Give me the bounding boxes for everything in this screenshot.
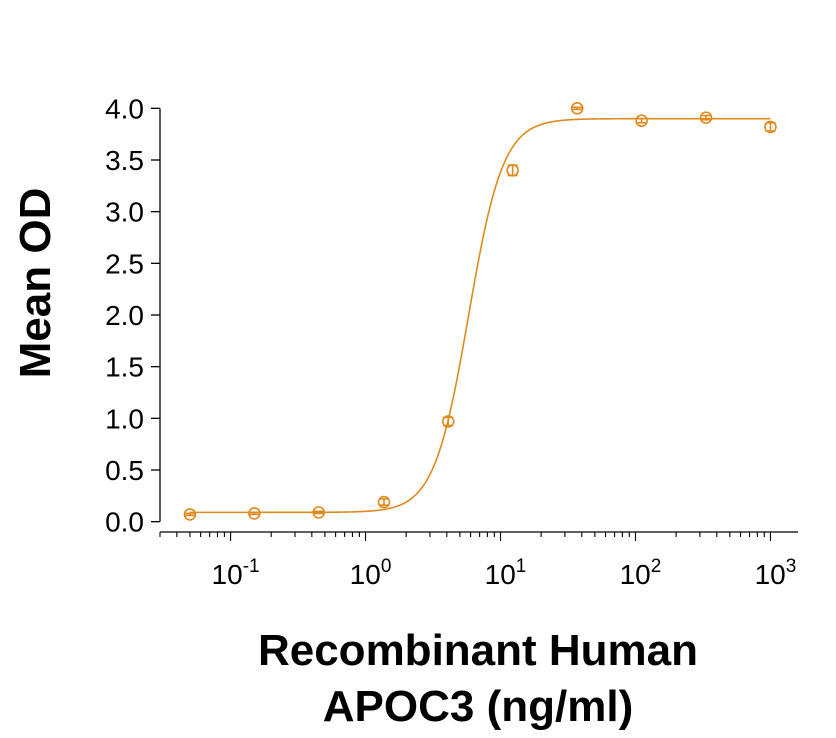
y-tick-label: 2.5	[105, 248, 144, 279]
data-point	[764, 120, 777, 134]
y-tick-label: 1.0	[105, 403, 144, 434]
data-point	[183, 508, 197, 521]
x-tick-base: 10	[755, 559, 786, 590]
data-point	[699, 111, 713, 124]
x-tick-exponent: 1	[516, 556, 527, 577]
data-point	[377, 495, 391, 509]
x-tick-base: 10	[350, 559, 381, 590]
data-marker	[764, 120, 777, 134]
x-tick-label: 101	[485, 556, 527, 590]
fitted-curve-group	[189, 117, 771, 514]
y-tick-label: 4.0	[105, 93, 144, 124]
y-tick-label: 0.5	[105, 455, 144, 486]
y-tick-label: 1.5	[105, 352, 144, 383]
data-marker	[248, 507, 261, 520]
data-marker	[377, 495, 391, 509]
y-tick-label: 3.0	[105, 197, 144, 228]
y-axis-title: Mean OD	[11, 188, 60, 379]
x-tick-base: 10	[485, 559, 516, 590]
x-tick-exponent: -1	[243, 556, 260, 577]
data-marker	[312, 506, 326, 519]
x-tick-label: 10-1	[212, 556, 260, 590]
x-tick-exponent: 0	[381, 556, 392, 577]
x-tick-exponent: 3	[786, 556, 797, 577]
y-tick-label: 2.0	[105, 300, 144, 331]
x-tick-label: 103	[755, 556, 797, 590]
x-axis-title-line-2: APOC3 (ng/ml)	[323, 682, 633, 731]
data-point	[506, 164, 519, 177]
x-axis-title-line-1: Recombinant Human	[258, 626, 698, 675]
x-tick-label: 100	[350, 556, 392, 590]
data-point	[312, 506, 326, 519]
data-marker	[699, 111, 713, 124]
data-marker	[506, 164, 519, 177]
data-marker	[441, 415, 455, 428]
data-point	[441, 415, 455, 428]
y-axis: 0.0 0.5 1.0 1.5 2.0 2.5 3.0 3.5 4.0	[105, 93, 161, 538]
x-tick-exponent: 2	[651, 556, 662, 577]
y-tick-label: 3.5	[105, 145, 144, 176]
data-point	[570, 102, 584, 115]
x-tick-base: 10	[212, 559, 243, 590]
data-points-group	[183, 102, 777, 521]
x-axis: 10-1 100 101 102 103	[159, 531, 798, 590]
fit-curve	[189, 117, 771, 514]
x-tick-base: 10	[620, 559, 651, 590]
x-tick-label: 102	[620, 556, 662, 590]
data-point	[248, 507, 261, 520]
data-marker	[635, 114, 648, 128]
data-marker	[183, 508, 197, 521]
y-tick-label: 0.0	[105, 507, 144, 538]
data-point	[635, 114, 648, 128]
data-marker	[570, 102, 584, 115]
